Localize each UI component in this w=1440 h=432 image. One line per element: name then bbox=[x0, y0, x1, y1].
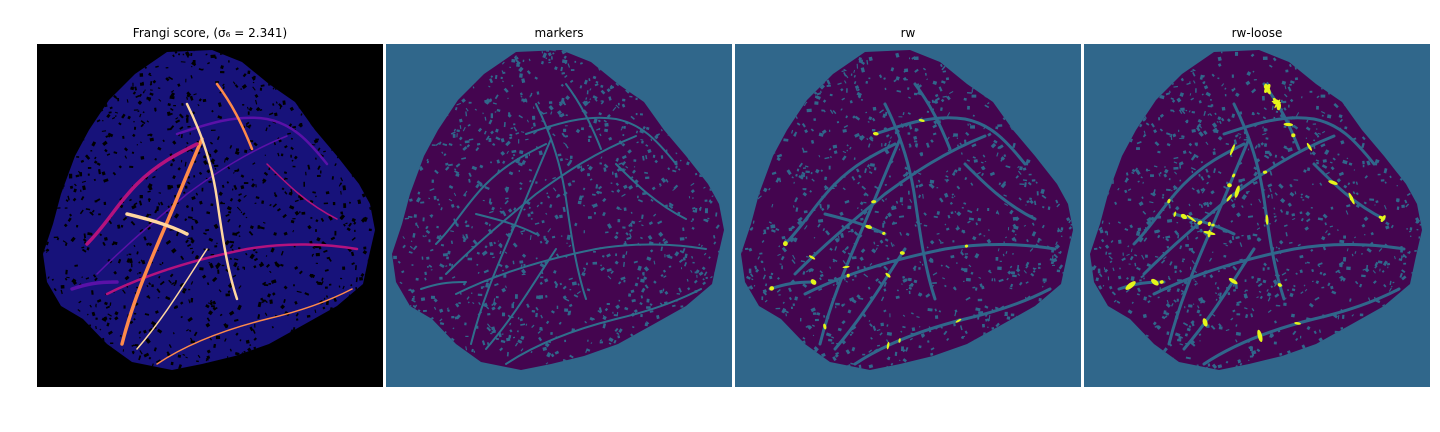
vessel-path bbox=[1132, 142, 1246, 246]
segmented-vessel-region bbox=[846, 273, 850, 278]
panel-title-rw: rw bbox=[900, 26, 916, 40]
vessel-path bbox=[485, 248, 557, 350]
segmented-vessel-region bbox=[1197, 220, 1203, 225]
vessel-path bbox=[823, 212, 887, 236]
vessel-path bbox=[793, 134, 987, 276]
markers-image bbox=[386, 44, 732, 387]
vessel-path bbox=[215, 82, 254, 151]
vessel-path bbox=[185, 102, 239, 301]
segmented-vessel-region bbox=[886, 341, 890, 350]
vessel-path bbox=[175, 116, 329, 166]
vessel-path bbox=[833, 247, 907, 351]
vessel-path bbox=[420, 281, 467, 290]
segmented-vessel-region bbox=[1227, 183, 1232, 188]
vessel-path bbox=[136, 248, 208, 350]
vessel-path bbox=[1232, 102, 1286, 301]
vessel-path bbox=[525, 116, 677, 165]
segmented-vessel-region bbox=[1180, 213, 1188, 220]
vessel-path bbox=[913, 82, 952, 151]
rw-segmentation-image bbox=[735, 44, 1081, 387]
vessel-path bbox=[1202, 287, 1401, 366]
segmented-vessel-region bbox=[964, 244, 969, 248]
vessel-path bbox=[1182, 247, 1256, 351]
segmented-vessel-region bbox=[1228, 277, 1238, 285]
vessel-path bbox=[1172, 212, 1236, 236]
segmented-vessel-region bbox=[885, 272, 891, 278]
vessel-path bbox=[873, 116, 1027, 166]
vessel-path bbox=[963, 162, 1037, 221]
segmented-vessel-region bbox=[1265, 214, 1269, 225]
segmented-vessel-region bbox=[1294, 322, 1301, 325]
segmented-vessel-region bbox=[1173, 211, 1177, 217]
segmented-vessel-region bbox=[1125, 281, 1136, 290]
vessel-path bbox=[818, 137, 902, 346]
vessel-path bbox=[1222, 116, 1376, 166]
segmented-vessel-region bbox=[865, 224, 873, 229]
segmented-vessel-region bbox=[872, 131, 879, 136]
segmented-vessel-region bbox=[899, 251, 905, 255]
segmented-vessel-region bbox=[871, 200, 877, 204]
segmented-vessel-region bbox=[918, 119, 925, 122]
segmented-vessel-region bbox=[1380, 215, 1386, 223]
vessel-path bbox=[783, 142, 897, 246]
panel-title-rw-loose: rw-loose bbox=[1231, 26, 1283, 40]
vessel-path bbox=[85, 142, 199, 246]
vessel-path bbox=[475, 213, 537, 235]
segmented-vessel-region bbox=[823, 323, 827, 330]
frangi-score-image bbox=[37, 44, 383, 387]
segmented-vessel-region bbox=[1207, 229, 1211, 238]
segmented-vessel-region bbox=[1263, 170, 1268, 174]
vessel-path bbox=[883, 102, 937, 301]
segmented-vessel-region bbox=[1231, 173, 1236, 178]
segmented-vessel-region bbox=[810, 279, 817, 285]
segmented-vessel-region bbox=[1207, 221, 1211, 227]
vessel-path bbox=[435, 143, 547, 245]
vessel-path bbox=[853, 287, 1052, 366]
segmented-vessel-region bbox=[1277, 283, 1283, 287]
segmented-vessel-region bbox=[955, 318, 962, 323]
segmented-vessel-region bbox=[1226, 194, 1232, 202]
segmented-vessel-region bbox=[1271, 100, 1281, 104]
vessel-path bbox=[156, 288, 353, 365]
vessel-path bbox=[1142, 134, 1336, 276]
segmented-vessel-region bbox=[1186, 214, 1197, 223]
vessel-path bbox=[96, 135, 288, 275]
segmented-vessel-region bbox=[1257, 329, 1263, 343]
segmented-vessel-region bbox=[882, 231, 886, 235]
segmented-vessel-region bbox=[1291, 133, 1296, 138]
segmented-vessel-region bbox=[808, 255, 816, 260]
segmented-vessel-region bbox=[1229, 144, 1235, 156]
vessel-path bbox=[266, 163, 338, 220]
segmented-vessel-region bbox=[1167, 198, 1171, 204]
segmented-vessel-region bbox=[1283, 122, 1294, 127]
segmented-vessel-region bbox=[1234, 185, 1240, 198]
vessel-path bbox=[120, 137, 204, 346]
vessel-path bbox=[535, 103, 587, 300]
segmented-vessel-region bbox=[1306, 142, 1313, 151]
panel-title-markers: markers bbox=[534, 26, 584, 40]
segmented-vessel-region bbox=[1276, 102, 1282, 111]
segmented-vessel-region bbox=[1159, 280, 1164, 284]
vessel-path bbox=[565, 83, 602, 150]
vessel-path bbox=[445, 135, 637, 275]
segmented-vessel-region bbox=[1202, 318, 1208, 327]
vessel-path bbox=[505, 288, 702, 365]
vessel-path bbox=[1117, 280, 1166, 291]
vessel-path bbox=[125, 212, 189, 236]
vessel-path bbox=[615, 163, 687, 220]
segmented-vessel-region bbox=[842, 265, 850, 269]
segmented-vessel-region bbox=[1151, 278, 1159, 286]
segmented-vessel-region bbox=[1211, 223, 1215, 227]
segmented-vessel-region bbox=[782, 241, 788, 247]
rw-loose-segmentation-image bbox=[1084, 44, 1430, 387]
vessel-path bbox=[470, 138, 552, 345]
segmented-vessel-region bbox=[1349, 196, 1354, 201]
vessel-path bbox=[1312, 162, 1386, 221]
vessel-path bbox=[70, 280, 119, 291]
segmented-vessel-region bbox=[1263, 84, 1269, 90]
segmented-vessel-region bbox=[1328, 180, 1338, 185]
segmented-vessel-region bbox=[769, 286, 775, 291]
panel-title-frangi: Frangi score, (σ₆ = 2.341) bbox=[132, 26, 288, 40]
segmented-vessel-region bbox=[898, 338, 901, 343]
